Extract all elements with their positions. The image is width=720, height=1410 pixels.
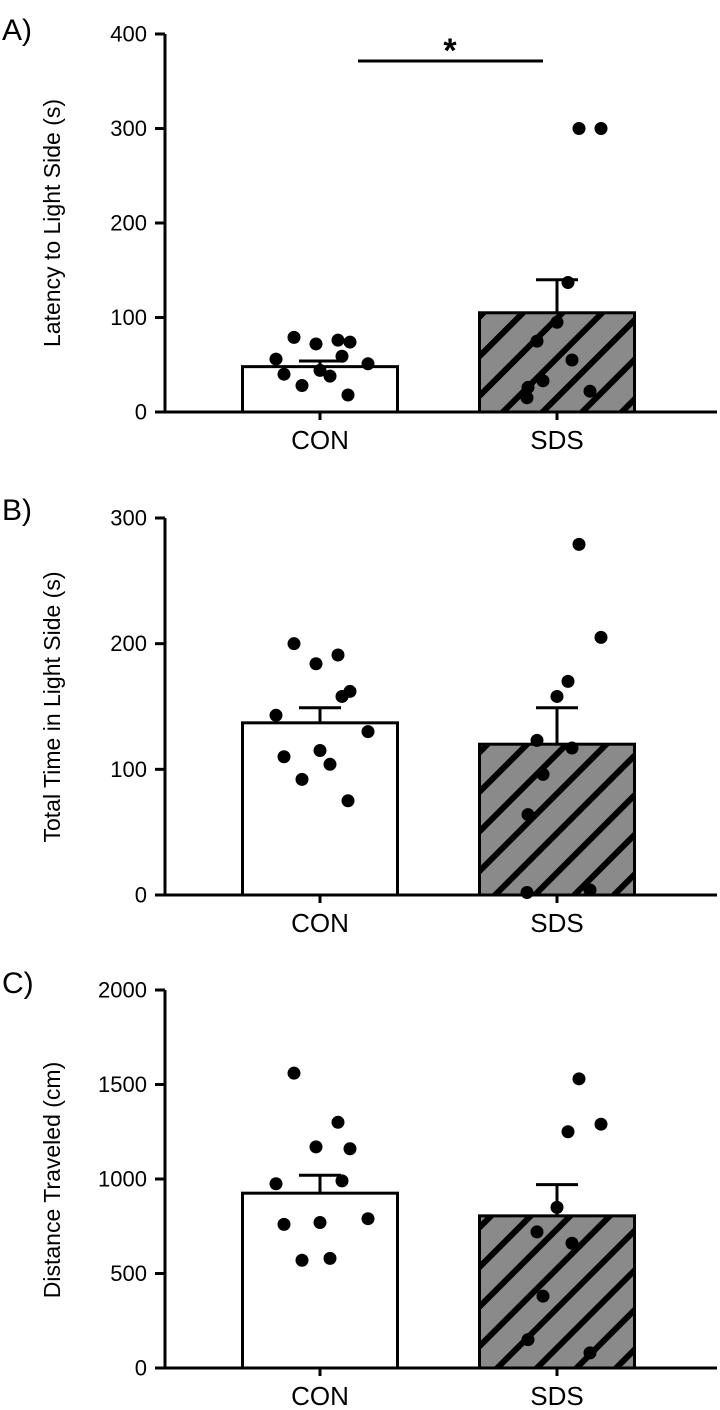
panel-c-point-sds bbox=[583, 1346, 597, 1360]
panel-b-point-con bbox=[277, 750, 291, 764]
panel-b-point-sds bbox=[521, 808, 535, 822]
panel-c-point-sds bbox=[521, 1333, 535, 1347]
panel-c-y-tick-label: 2000 bbox=[98, 978, 147, 1003]
panel-a-y-tick-label: 0 bbox=[135, 400, 147, 425]
panel-c-point-sds bbox=[565, 1236, 579, 1250]
panel-a-point-con bbox=[335, 349, 349, 363]
panel-b-point-sds bbox=[594, 630, 608, 644]
panel-a-point-con bbox=[313, 363, 327, 377]
panel-a-y-tick-label: 300 bbox=[110, 116, 147, 141]
panel-a-point-sds bbox=[583, 384, 597, 398]
panel-a-point-sds bbox=[521, 380, 535, 394]
panel-c-point-con bbox=[331, 1115, 345, 1129]
panel-a-point-sds bbox=[520, 391, 534, 405]
panel-a-point-con bbox=[287, 330, 301, 344]
panel-b-x-tick-label-con: CON bbox=[291, 908, 349, 938]
panel-a-point-sds bbox=[565, 353, 579, 367]
panel-c-point-con bbox=[323, 1251, 337, 1265]
panel-a-y-tick-label: 200 bbox=[110, 211, 147, 236]
panel-b-y-tick-label: 300 bbox=[110, 506, 147, 531]
panel-a-point-con bbox=[269, 352, 283, 366]
panel-b-x-tick-label-sds: SDS bbox=[530, 908, 583, 938]
panel-b-point-sds bbox=[520, 885, 534, 899]
panel-a-point-con bbox=[277, 367, 291, 381]
panel-b-point-sds bbox=[565, 741, 579, 755]
panel-a-y-tick-label: 400 bbox=[110, 22, 147, 47]
panel-c-point-sds bbox=[530, 1225, 544, 1239]
panel-b-y-tick-label: 0 bbox=[135, 883, 147, 908]
panel-c-point-sds bbox=[594, 1117, 608, 1131]
panel-b-point-sds bbox=[572, 537, 586, 551]
panel-a-point-con bbox=[331, 333, 345, 347]
panel-a-point-sds bbox=[572, 122, 586, 135]
panel-b-point-con bbox=[341, 794, 355, 808]
panel-c-point-con bbox=[277, 1217, 291, 1231]
panel-b-point-sds bbox=[561, 674, 575, 688]
panel-c-point-sds bbox=[572, 1072, 586, 1086]
panel-c-bar-sds bbox=[478, 1214, 636, 1370]
panel-a-point-con bbox=[309, 337, 323, 351]
panel-c-point-con bbox=[361, 1212, 375, 1226]
panel-c-point-con bbox=[287, 1066, 301, 1080]
panel-a-point-con bbox=[323, 369, 337, 383]
panel-c-point-con bbox=[309, 1140, 323, 1154]
panel-a-point-sds bbox=[530, 334, 544, 348]
panel-c-y-tick-label: 1000 bbox=[98, 1167, 147, 1192]
panel-c-point-con bbox=[269, 1177, 283, 1191]
panel-a-point-sds bbox=[594, 122, 608, 135]
panel-a-y-tick-label: 100 bbox=[110, 305, 147, 330]
panel-c-y-tick-label: 0 bbox=[135, 1356, 147, 1381]
panel-a-point-con bbox=[341, 388, 355, 402]
panel-a-point-sds bbox=[536, 374, 550, 388]
panel-b-point-sds bbox=[583, 883, 597, 897]
panel-c-point-sds bbox=[550, 1200, 564, 1214]
panel-b-y-tick-label: 200 bbox=[110, 631, 147, 656]
panel-b-point-sds bbox=[550, 689, 564, 703]
panel-c-point-sds bbox=[536, 1289, 550, 1303]
panel-b-point-con bbox=[313, 743, 327, 757]
panel-a-x-tick-label-sds: SDS bbox=[530, 425, 583, 455]
panel-a-point-sds bbox=[561, 276, 575, 290]
panel-a-x-tick-label-con: CON bbox=[291, 425, 349, 455]
panel-c-x-tick-label-con: CON bbox=[291, 1381, 349, 1410]
panel-c-point-con bbox=[295, 1253, 309, 1267]
panel-c-point-sds bbox=[561, 1125, 575, 1139]
panel-b-point-con bbox=[335, 689, 349, 703]
panel-a-label: A) bbox=[2, 14, 32, 47]
panel-c-point-con bbox=[343, 1142, 357, 1156]
panel-c-label: C) bbox=[2, 967, 34, 1000]
panel-b-point-con bbox=[323, 757, 337, 771]
panel-a-point-sds bbox=[550, 315, 564, 329]
panel-a-point-con bbox=[295, 379, 309, 393]
panel-b-label: B) bbox=[2, 494, 32, 527]
panel-c-point-con bbox=[313, 1215, 327, 1229]
panel-c-y-tick-label: 500 bbox=[110, 1261, 147, 1286]
panel-b-y-tick-label: 100 bbox=[110, 757, 147, 782]
panel-b-point-con bbox=[269, 708, 283, 722]
panel-b-point-con bbox=[287, 637, 301, 651]
panel-b-point-sds bbox=[530, 733, 544, 747]
panel-c-y-tick-label: 1500 bbox=[98, 1072, 147, 1097]
panel-c-point-con bbox=[335, 1174, 349, 1188]
panel-b-point-con bbox=[361, 725, 375, 739]
panel-b-point-con bbox=[295, 772, 309, 786]
panel-a-point-con bbox=[343, 335, 357, 349]
panel-b-y-axis-title: Total Time in Light Side (s) bbox=[39, 571, 65, 842]
panel-a-point-con bbox=[361, 357, 375, 371]
panel-a-y-axis-title: Latency to Light Side (s) bbox=[39, 99, 65, 347]
panel-c-y-axis-title: Distance Traveled (cm) bbox=[39, 1062, 65, 1298]
panel-a-significance-star: * bbox=[443, 32, 457, 70]
panel-b-point-sds bbox=[536, 767, 550, 781]
panel-c-x-tick-label-sds: SDS bbox=[530, 1381, 583, 1410]
panel-b-bar-sds bbox=[478, 742, 636, 897]
panel-b-point-con bbox=[331, 648, 345, 662]
panel-b-point-con bbox=[309, 657, 323, 671]
